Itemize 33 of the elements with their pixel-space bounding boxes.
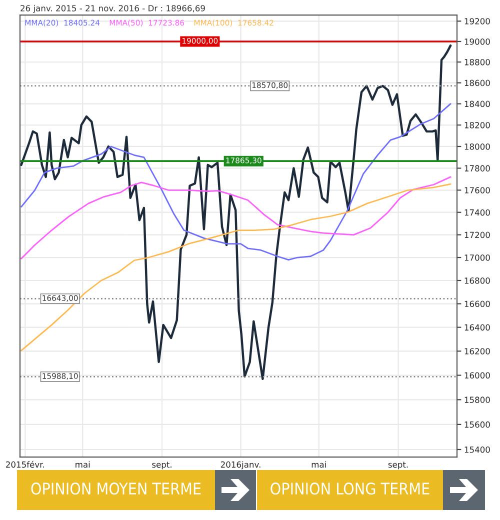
y-tick-label: 15800: [464, 396, 490, 403]
y-tick-label: 18400: [464, 100, 490, 108]
x-tick-label: mai: [76, 461, 90, 468]
y-tick-label: 18200: [464, 122, 490, 128]
y-tick-label: 17200: [464, 232, 490, 238]
y-tick-label: 16600: [464, 300, 490, 308]
text: OPINION MOYEN TERME: [31, 482, 201, 495]
y-tick-label: 19200: [464, 18, 490, 24]
x-tick-label: 2015févr.: [6, 460, 44, 468]
text: OPINION LONG TERME: [270, 482, 430, 495]
y-tick-label: 16000: [464, 372, 490, 379]
chart-title: 26 janv. 2015 - 21 nov. 2016 - Dr : 18966,69: [20, 4, 205, 13]
y-tick-label: 17800: [464, 165, 490, 172]
line-series: [20, 44, 452, 380]
y-tick-label: 17400: [464, 209, 490, 216]
y-tick-label: 17600: [464, 187, 490, 194]
x-tick-label: mai: [312, 461, 326, 468]
x-tick-label: sept.: [152, 462, 172, 470]
y-tick-label: 16800: [464, 277, 490, 284]
line-series: [20, 176, 452, 260]
y-tick-label: 15600: [464, 421, 490, 428]
y-tick-label: 17000: [464, 254, 490, 261]
y-tick-label: 19000: [464, 38, 490, 45]
x-tick-label: 2016janv.: [220, 461, 260, 470]
y-tick-label: 18600: [464, 80, 490, 86]
line-series: [20, 103, 452, 260]
y-tick-label: 18000: [464, 143, 490, 150]
y-tick-label: 16200: [464, 348, 490, 354]
y-tick-label: 15400: [464, 446, 490, 453]
x-tick-label: sept.: [388, 462, 408, 470]
line-series: [20, 183, 452, 352]
y-tick-label: 18800: [464, 59, 490, 66]
y-tick-label: 16400: [464, 324, 490, 331]
